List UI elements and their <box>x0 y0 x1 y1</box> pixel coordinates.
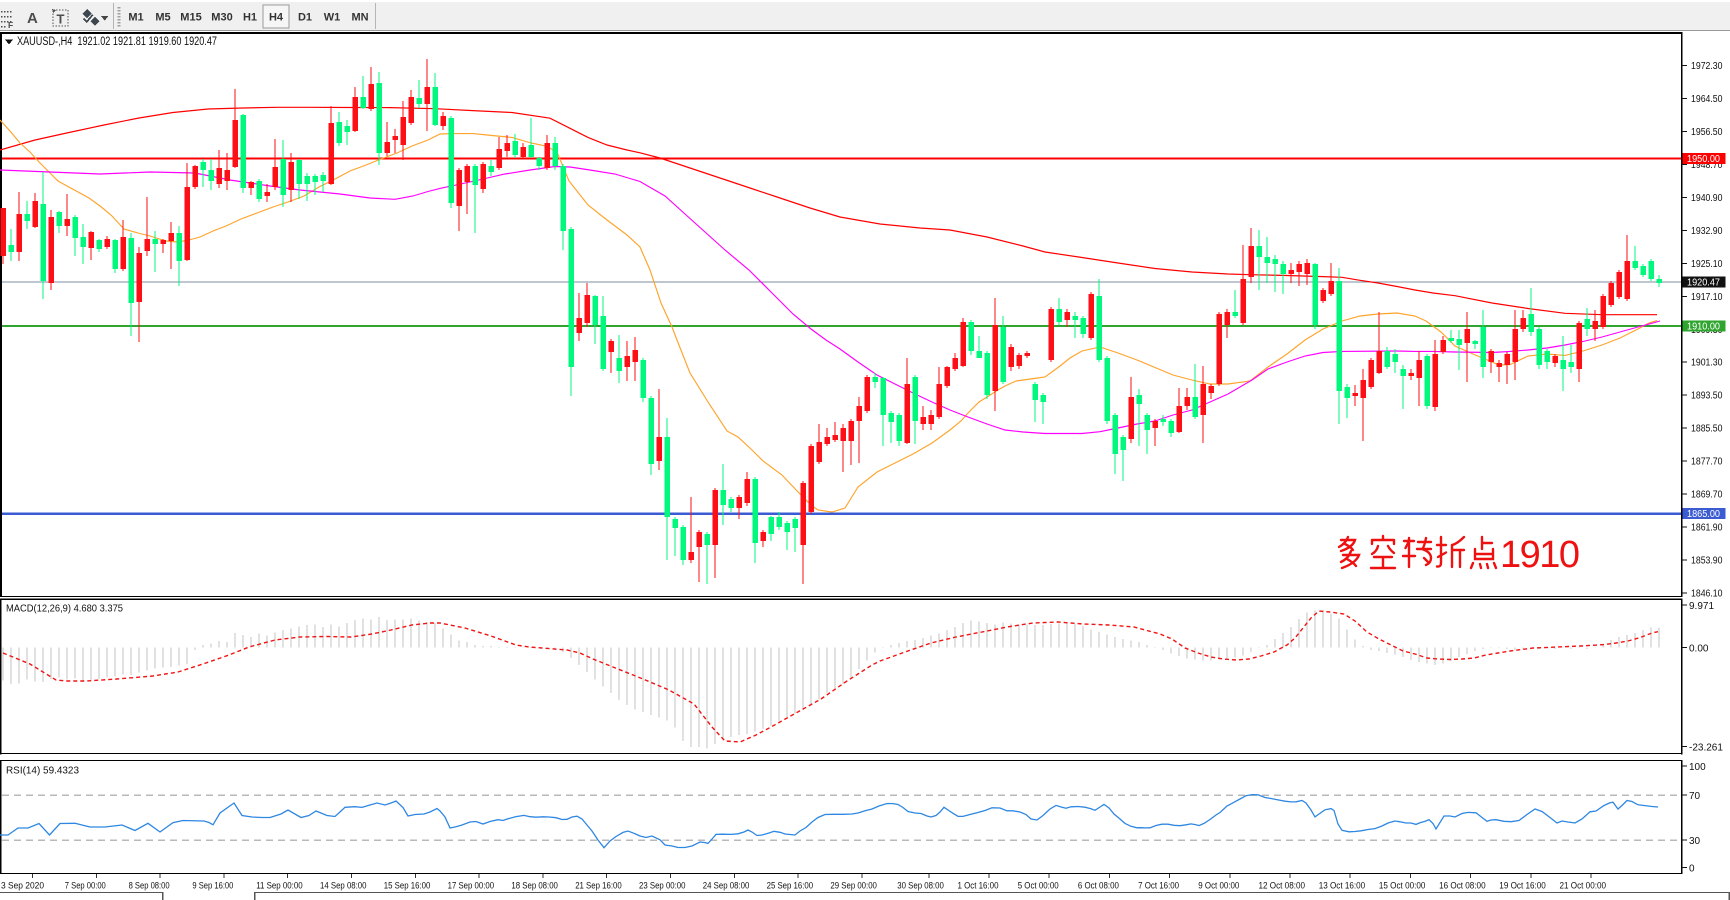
svg-text:1853.90: 1853.90 <box>1691 556 1723 567</box>
svg-text:1869.70: 1869.70 <box>1691 490 1723 501</box>
svg-text:9 Oct 00:00: 9 Oct 00:00 <box>1198 881 1239 892</box>
svg-text:1 Oct 16:00: 1 Oct 16:00 <box>958 881 999 892</box>
svg-text:RSI(14) 59.4323: RSI(14) 59.4323 <box>6 765 79 777</box>
svg-text:8 Sep 08:00: 8 Sep 08:00 <box>129 881 170 892</box>
svg-text:M1: M1 <box>128 12 143 24</box>
svg-text:1910.00: 1910.00 <box>1687 322 1720 333</box>
svg-text:1877.70: 1877.70 <box>1691 457 1723 468</box>
svg-text:29 Sep 00:00: 29 Sep 00:00 <box>830 881 877 892</box>
svg-text:3 Sep 2020: 3 Sep 2020 <box>1 881 44 892</box>
svg-text:1901.30: 1901.30 <box>1691 358 1723 369</box>
svg-text:1861.90: 1861.90 <box>1691 523 1723 534</box>
svg-text:1846.10: 1846.10 <box>1691 589 1723 600</box>
svg-text:0.00: 0.00 <box>1689 644 1709 655</box>
svg-text:M15: M15 <box>180 12 201 24</box>
svg-text:12 Oct 08:00: 12 Oct 08:00 <box>1259 881 1306 892</box>
svg-text:1893.50: 1893.50 <box>1691 391 1723 402</box>
svg-text:H4: H4 <box>269 12 284 24</box>
svg-text:21 Oct 00:00: 21 Oct 00:00 <box>1560 881 1607 892</box>
svg-text:M30: M30 <box>211 12 232 24</box>
svg-text:1950.00: 1950.00 <box>1687 154 1720 165</box>
svg-text:7 Sep 00:00: 7 Sep 00:00 <box>65 881 106 892</box>
svg-text:MACD(12,26,9) 4.680 3.375: MACD(12,26,9) 4.680 3.375 <box>6 603 123 615</box>
svg-text:6 Oct 08:00: 6 Oct 08:00 <box>1078 881 1119 892</box>
svg-text:1964.50: 1964.50 <box>1691 94 1723 105</box>
svg-text:19 Oct 16:00: 19 Oct 16:00 <box>1499 881 1546 892</box>
svg-text:1885.50: 1885.50 <box>1691 424 1723 435</box>
svg-text:0: 0 <box>1689 864 1695 875</box>
svg-text:D1: D1 <box>298 12 312 24</box>
svg-text:1932.90: 1932.90 <box>1691 226 1723 237</box>
svg-text:H1: H1 <box>243 12 257 24</box>
svg-text:70: 70 <box>1689 791 1701 802</box>
svg-text:16 Oct 08:00: 16 Oct 08:00 <box>1439 881 1486 892</box>
svg-text:1972.30: 1972.30 <box>1691 61 1723 72</box>
svg-text:F: F <box>8 20 13 30</box>
svg-text:30 Sep 08:00: 30 Sep 08:00 <box>897 881 944 892</box>
svg-text:25 Sep 16:00: 25 Sep 16:00 <box>767 881 814 892</box>
svg-text:1948.70: 1948.70 <box>1691 160 1723 171</box>
svg-text:17 Sep 00:00: 17 Sep 00:00 <box>448 881 495 892</box>
svg-text:14 Sep 08:00: 14 Sep 08:00 <box>320 881 367 892</box>
svg-text:15 Oct 00:00: 15 Oct 00:00 <box>1379 881 1426 892</box>
svg-text:23 Sep 00:00: 23 Sep 00:00 <box>639 881 686 892</box>
svg-text:30: 30 <box>1689 836 1701 847</box>
svg-text:1925.10: 1925.10 <box>1691 259 1723 270</box>
svg-text:A: A <box>27 10 38 27</box>
svg-text:1940.90: 1940.90 <box>1691 193 1723 204</box>
svg-text:5 Oct 00:00: 5 Oct 00:00 <box>1018 881 1059 892</box>
svg-text:24 Sep 08:00: 24 Sep 08:00 <box>703 881 750 892</box>
svg-text:11 Sep 00:00: 11 Sep 00:00 <box>256 881 303 892</box>
svg-text:18 Sep 08:00: 18 Sep 08:00 <box>511 881 558 892</box>
svg-text:1920.47: 1920.47 <box>1687 278 1720 289</box>
svg-text:9 Sep 16:00: 9 Sep 16:00 <box>192 881 233 892</box>
svg-text:MN: MN <box>351 12 368 24</box>
svg-text:1865.00: 1865.00 <box>1687 509 1720 520</box>
svg-text:100: 100 <box>1689 762 1706 773</box>
svg-text:-23.261: -23.261 <box>1689 743 1723 754</box>
svg-text:9.971: 9.971 <box>1689 601 1714 612</box>
svg-text:1917.10: 1917.10 <box>1691 292 1723 303</box>
svg-text:13 Oct 16:00: 13 Oct 16:00 <box>1319 881 1366 892</box>
svg-text:M5: M5 <box>155 12 170 24</box>
svg-text:W1: W1 <box>324 12 341 24</box>
svg-text:21 Sep 16:00: 21 Sep 16:00 <box>575 881 622 892</box>
svg-text:1956.50: 1956.50 <box>1691 127 1723 138</box>
svg-text:15 Sep 16:00: 15 Sep 16:00 <box>384 881 431 892</box>
svg-text:7 Oct 16:00: 7 Oct 16:00 <box>1138 881 1179 892</box>
svg-text:XAUUSD-,H4 1921.02 1921.81 19: XAUUSD-,H4 1921.02 1921.81 1919.60 1920.… <box>17 36 217 48</box>
svg-text:1910: 1910 <box>1500 534 1580 576</box>
svg-text:T: T <box>57 12 65 27</box>
